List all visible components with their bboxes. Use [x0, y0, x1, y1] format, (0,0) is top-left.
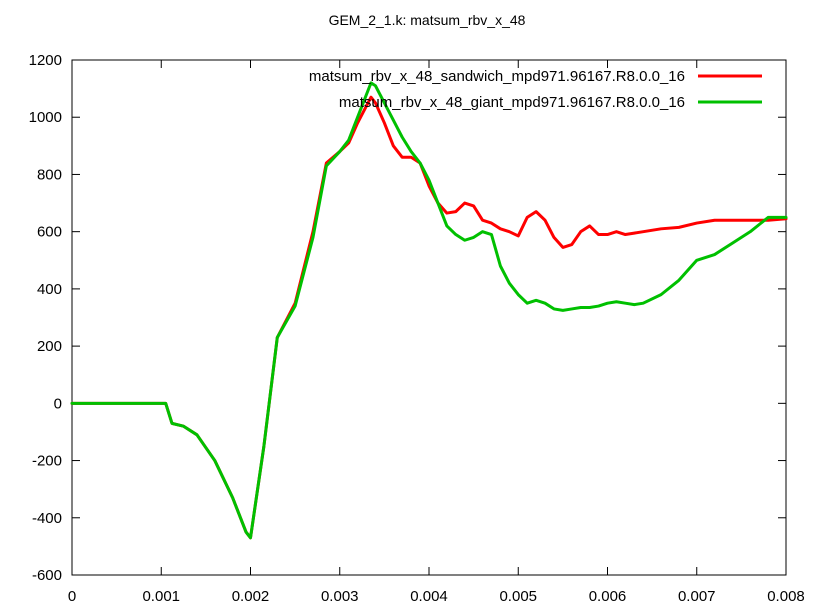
- y-tick-label: 1200: [29, 52, 62, 69]
- y-tick-label: 800: [37, 166, 62, 183]
- y-tick-label: -600: [32, 567, 62, 584]
- plot-area-border: [71, 59, 787, 576]
- series-line-1: [70, 95, 788, 540]
- y-tick-label: 400: [37, 281, 62, 298]
- y-tick-label: 200: [37, 338, 62, 355]
- series-layer: [70, 81, 788, 540]
- x-tick-label: 0.003: [321, 588, 359, 605]
- x-tick-label: 0.005: [499, 588, 537, 605]
- x-tick-label: 0.002: [232, 588, 270, 605]
- y-tick-label: -200: [32, 453, 62, 470]
- x-tick-label: 0.007: [678, 588, 716, 605]
- series-line-2: [70, 81, 788, 540]
- y-tick-label: 600: [37, 224, 62, 241]
- legend-label-2: matsum_rbv_x_48_giant_mpd971.96167.R8.0.…: [339, 94, 685, 111]
- y-tick-label: 0: [54, 395, 62, 412]
- x-tick-label: 0: [68, 588, 76, 605]
- x-tick-label: 0.001: [142, 588, 180, 605]
- x-tick-label: 0.008: [767, 588, 805, 605]
- axes-layer: -600 -400 -200 0 200 400 600 800 1000 1200 0 0.001 0…: [29, 52, 805, 605]
- y-tick-label: 1000: [29, 109, 62, 126]
- legend-label-1: matsum_rbv_x_48_sandwich_mpd971.96167.R8…: [309, 68, 685, 85]
- x-tick-label: 0.006: [589, 588, 627, 605]
- chart-title: GEM_2_1.k: matsum_rbv_x_48: [329, 12, 526, 28]
- legend: matsum_rbv_x_48_sandwich_mpd971.96167.R8…: [309, 68, 762, 111]
- x-tick-label: 0.004: [410, 588, 448, 605]
- y-tick-label: -400: [32, 510, 62, 527]
